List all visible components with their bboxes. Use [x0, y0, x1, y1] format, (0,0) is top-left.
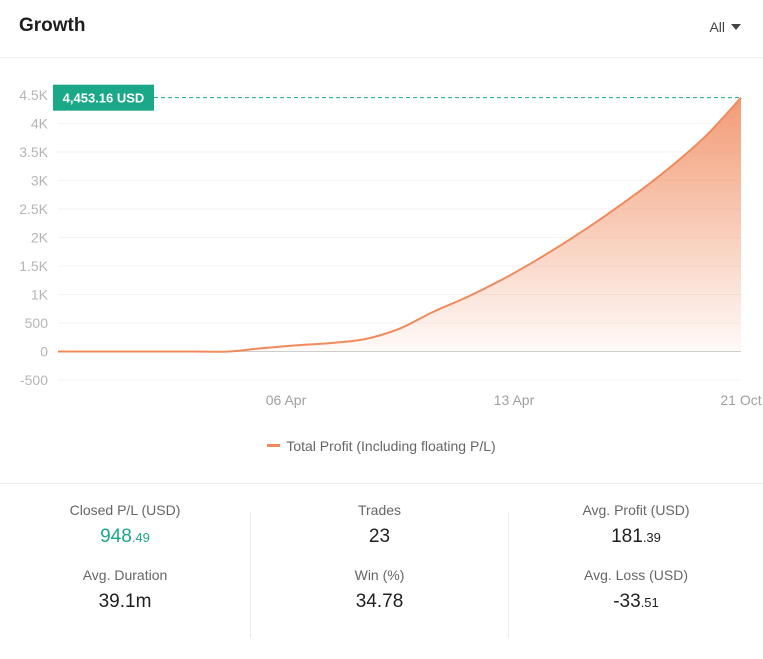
avg-duration-value: 39.1m [98, 591, 152, 612]
y-tick-label: 2.5K [19, 201, 48, 217]
closed-pl-value: 948.49 [100, 526, 150, 547]
series-area [58, 97, 741, 352]
range-dropdown[interactable]: All [709, 19, 741, 35]
y-tick-label: 1K [31, 287, 49, 303]
y-tick-label: 500 [25, 315, 49, 331]
stats-column-1: Closed P/L (USD) 948.49 Avg. Duration 39… [0, 500, 250, 640]
legend-swatch [267, 444, 281, 447]
win-label: Win (%) [354, 567, 405, 583]
avg-loss-value: -33.51 [613, 591, 659, 612]
header: Growth All [0, 0, 763, 58]
avg-profit-label: Avg. Profit (USD) [582, 502, 690, 518]
y-tick-label: 3K [31, 173, 49, 189]
stats-divider [0, 483, 763, 484]
y-tick-label: -500 [20, 372, 48, 388]
x-tick-label: 13 Apr [494, 392, 535, 408]
x-tick-label: 06 Apr [266, 392, 307, 408]
series-line [58, 96, 742, 353]
page-title: Growth [19, 15, 86, 36]
growth-chart: 4.5K 4K 3.5K 3K 2.5K 2K 1.5K 1K 500 0 -500 06 Apr 13… [19, 84, 762, 408]
x-tick-label: 21 Oct [720, 392, 761, 408]
column-divider [508, 512, 509, 638]
trades-label: Trades [357, 502, 402, 518]
trades-value: 23 [368, 526, 391, 547]
chart-legend[interactable]: Total Profit (Including floating P/L) [0, 438, 763, 454]
y-tick-label: 2K [31, 230, 49, 246]
range-label: All [709, 19, 725, 35]
stats-column-3: Avg. Profit (USD) 181.39 Avg. Loss (USD)… [509, 500, 763, 640]
y-tick-label: 4.5K [19, 87, 48, 103]
y-tick-label: 4K [31, 116, 49, 132]
legend-label: Total Profit (Including floating P/L) [286, 438, 496, 454]
caret-down-icon [731, 24, 741, 30]
closed-pl-label: Closed P/L (USD) [69, 502, 181, 518]
win-value: 34.78 [355, 591, 404, 612]
y-tick-label: 0 [40, 344, 48, 360]
column-divider [250, 512, 251, 638]
y-tick-label: 1.5K [19, 258, 48, 274]
y-tick-label: 3.5K [19, 144, 48, 160]
avg-duration-label: Avg. Duration [82, 567, 168, 583]
avg-loss-label: Avg. Loss (USD) [584, 567, 688, 583]
last-value-label: 4,453.16 USD [63, 91, 145, 106]
last-value-badge [53, 84, 154, 111]
stats-column-2: Trades 23 Win (%) 34.78 [251, 500, 508, 640]
avg-profit-value: 181.39 [611, 526, 661, 547]
